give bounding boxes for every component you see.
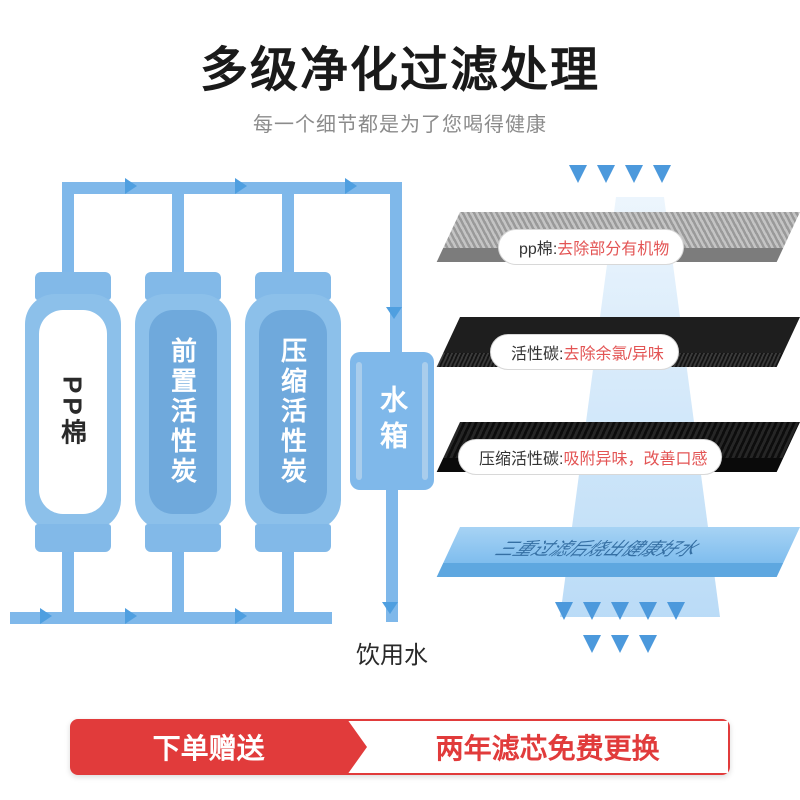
layer-compressed-label: 压缩活性碳:吸附异味，改善口感 — [458, 439, 722, 475]
layer-result: 三重过滤后烧出健康好水 — [437, 527, 800, 577]
banner-right: 两年滤芯免费更换 — [347, 719, 730, 775]
page-title: 多级净化过滤处理 — [0, 0, 800, 100]
filter-label: 前置活性炭 — [165, 337, 202, 487]
tank-label: 水箱 — [372, 385, 412, 457]
promo-banner: 下单赠送 两年滤芯免费更换 — [70, 719, 730, 775]
flow-diagram: PP棉 前置活性炭 压缩活性炭 水箱 饮用水 — [10, 157, 440, 717]
layer-carbon-label: 活性碳:去除余氯/异味 — [490, 334, 679, 370]
outlet-label: 饮用水 — [356, 635, 428, 670]
arrows-out-2 — [583, 635, 657, 653]
layer-result-label: 三重过滤后烧出健康好水 — [488, 535, 710, 561]
filter-pre-carbon: 前置活性炭 — [135, 272, 231, 552]
filter-pp-cotton: PP棉 — [25, 272, 121, 552]
filter-label: 压缩活性炭 — [275, 337, 312, 487]
layers-diagram: pp棉:去除部分有机物 活性碳:去除余氯/异味 压缩活性碳:吸附异味，改善口感 … — [440, 157, 800, 717]
filter-label: PP棉 — [55, 376, 92, 449]
page-subtitle: 每一个细节都是为了您喝得健康 — [0, 108, 800, 137]
layer-pp-label: pp棉:去除部分有机物 — [498, 229, 684, 265]
water-tank: 水箱 — [350, 352, 434, 490]
arrows-in — [569, 165, 671, 183]
banner-left: 下单赠送 — [70, 719, 347, 775]
filter-compressed-carbon: 压缩活性炭 — [245, 272, 341, 552]
arrows-out-1 — [555, 602, 685, 620]
main-diagram: PP棉 前置活性炭 压缩活性炭 水箱 饮用水 pp棉:去除部分有机物 — [0, 157, 800, 717]
